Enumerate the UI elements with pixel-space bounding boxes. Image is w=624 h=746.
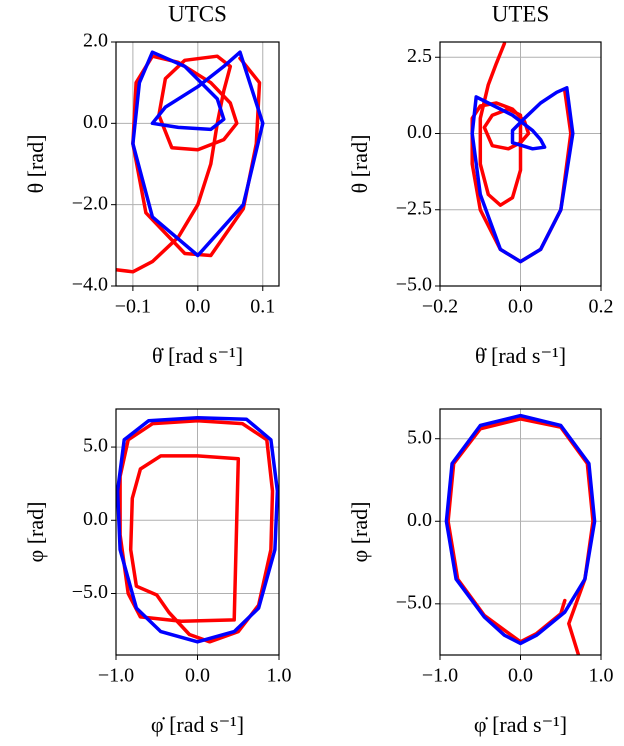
- y-tick-label: 0.0: [407, 121, 432, 143]
- line: [118, 418, 275, 644]
- y-tick-label: 2.0: [83, 30, 108, 52]
- x-tick-label: 0.1: [250, 296, 275, 318]
- x-tick-label: 0.0: [508, 296, 533, 318]
- subplot-title: UTCS: [168, 1, 227, 26]
- y-tick-label: −2.5: [396, 197, 432, 219]
- y-tick-label: −4.0: [72, 274, 108, 296]
- line: [444, 413, 597, 646]
- y-tick-label: 0.0: [83, 508, 108, 530]
- line: [470, 42, 573, 264]
- subplot-title: UTES: [492, 1, 550, 26]
- y-tick-label: 2.5: [407, 45, 432, 67]
- axes-frame: [115, 41, 280, 287]
- y-tick-label: −2.0: [72, 192, 108, 214]
- x-tick-label: −1.0: [422, 665, 458, 687]
- x-tick-label: 0.0: [508, 665, 533, 687]
- y-axis-label: θ [rad]: [23, 135, 48, 194]
- plot-area: [470, 42, 575, 264]
- x-axis-label: θ̇ [rad s⁻¹]: [152, 343, 243, 368]
- y-tick-label: 5.0: [83, 435, 108, 457]
- x-axis-label: φ̇ [rad s⁻¹]: [151, 712, 244, 737]
- x-tick-label: 0.2: [589, 296, 614, 318]
- x-axis-label: φ̇ [rad s⁻¹]: [474, 712, 567, 737]
- y-axis-label: φ [rad]: [23, 502, 48, 563]
- x-tick-label: −1.0: [98, 665, 134, 687]
- y-tick-label: −5.0: [396, 274, 432, 296]
- line: [470, 86, 575, 264]
- plot-area: [116, 416, 279, 644]
- line: [116, 54, 262, 274]
- line: [131, 50, 265, 258]
- plot-area: [444, 413, 597, 655]
- x-tick-label: 0.0: [185, 665, 210, 687]
- axes-frame: [439, 41, 602, 287]
- y-tick-label: −5.0: [396, 591, 432, 613]
- y-axis-label: θ [rad]: [347, 135, 372, 194]
- y-axis-label: φ [rad]: [347, 502, 372, 563]
- plot-area: [116, 50, 265, 274]
- y-tick-label: 5.0: [407, 426, 432, 448]
- line: [116, 416, 279, 644]
- y-tick-label: 0.0: [407, 509, 432, 531]
- axes-frame: [439, 408, 602, 656]
- x-tick-label: 1.0: [267, 665, 292, 687]
- x-tick-label: −0.1: [115, 296, 151, 318]
- x-axis-label: θ̇ [rad s⁻¹]: [475, 343, 566, 368]
- y-tick-label: −5.0: [72, 581, 108, 603]
- y-tick-label: 0.0: [83, 111, 108, 133]
- x-tick-label: −0.2: [422, 296, 458, 318]
- x-tick-label: 0.0: [185, 296, 210, 318]
- axes-frame: [115, 408, 280, 656]
- x-tick-label: 1.0: [589, 665, 614, 687]
